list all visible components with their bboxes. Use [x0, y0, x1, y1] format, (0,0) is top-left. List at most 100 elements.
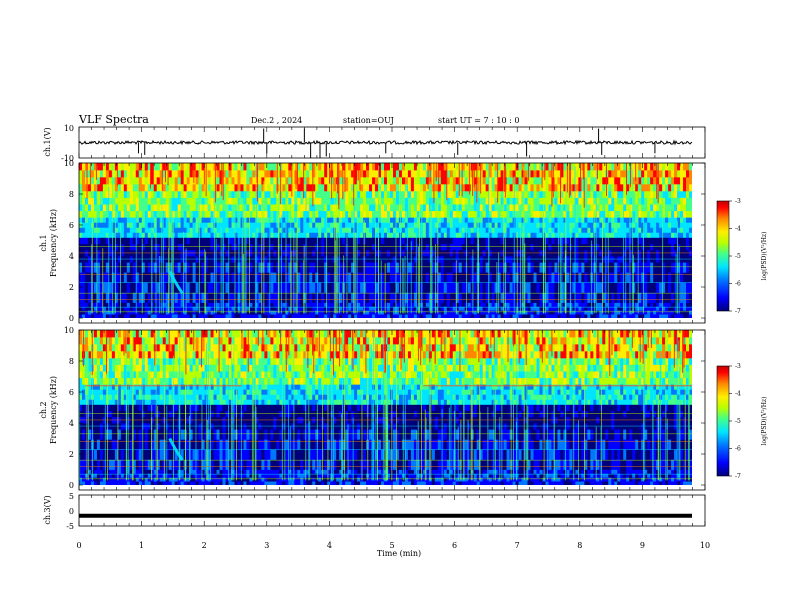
spectrogram-cell [428, 190, 433, 198]
spectrogram-cell [102, 262, 107, 273]
spectrogram-cell [153, 292, 158, 303]
spectrogram-cell [351, 176, 355, 185]
spectrogram-cell [584, 210, 588, 218]
spectrogram-cell [467, 310, 472, 315]
spectrogram-cell [234, 227, 238, 233]
spectrogram-cell [473, 306, 478, 311]
spectrogram-cell [614, 222, 618, 228]
spectrogram-cell [656, 292, 660, 303]
spectrogram-cell [297, 227, 301, 233]
spectrogram-cell [108, 282, 113, 293]
spectrogram-cell [620, 310, 624, 315]
spectrogram-cell [129, 210, 134, 218]
spectrogram-cell [351, 292, 355, 303]
spectrogram-cell [114, 204, 119, 212]
spectrogram-cell [216, 169, 220, 178]
spectrogram-cell [416, 314, 421, 318]
spectrogram-cell [527, 227, 531, 233]
spectrogram-cell [455, 210, 460, 218]
spectrogram-cell [566, 227, 570, 233]
spectrogram-cell [114, 232, 119, 238]
spectrogram-cell [195, 210, 200, 218]
spectrogram-cell [111, 306, 116, 311]
spectrogram-cell [644, 310, 648, 315]
spectrogram-cell [369, 190, 373, 198]
spectrogram-cell [509, 292, 513, 303]
spectrogram-cell [114, 272, 119, 283]
spectrogram-cell [267, 232, 271, 238]
spectrogram-cell [105, 217, 110, 223]
spectrogram-cell [387, 210, 391, 218]
spectrogram-cell [569, 183, 573, 192]
spectrogram-cell [416, 222, 421, 228]
spectrogram-cell [327, 292, 331, 303]
spectrogram-cell [138, 222, 143, 228]
spectrogram-cell [210, 163, 214, 171]
spectrogram-cell [372, 169, 376, 178]
spectrogram-cell [99, 232, 104, 238]
spectrogram-cell [108, 176, 113, 185]
spectrogram-cell [114, 262, 119, 273]
spectrogram-cell [339, 190, 343, 198]
spectrogram-cell [638, 183, 642, 192]
spectrogram-cell [614, 302, 618, 307]
spectrogram-cell [533, 282, 537, 293]
spectrogram-cell [548, 163, 552, 171]
spectrogram-cell [596, 163, 600, 171]
spectrogram-cell [183, 169, 188, 178]
spectrogram-cell [99, 310, 104, 315]
spectrogram-cell [309, 222, 313, 228]
spectrogram-cell [363, 227, 367, 233]
spectrogram-cell [165, 163, 170, 171]
spectrogram-cell [288, 163, 292, 171]
spectrogram-cell [189, 314, 194, 318]
spectrogram-cell [327, 217, 331, 223]
spectrogram-cell [156, 310, 161, 315]
spectrogram-cell [168, 197, 173, 205]
spectrogram-cell [315, 292, 319, 303]
spectrogram-cell [449, 169, 454, 178]
spectrogram-cell [452, 210, 457, 218]
spectrogram-cell [327, 272, 331, 283]
spectrogram-cell [207, 306, 211, 311]
spectrogram-cell [425, 310, 430, 315]
spectrogram-cell [372, 222, 376, 228]
spectrogram-cell [147, 204, 152, 212]
spectrogram-cell [458, 204, 463, 212]
spectrogram-cell [189, 262, 194, 273]
spectrogram-cell [246, 306, 250, 311]
spectrogram-cell [524, 197, 528, 205]
spectrogram-cell [389, 204, 394, 212]
spectrogram-cell [410, 306, 415, 311]
spectrogram-cell [315, 197, 319, 205]
spectrogram-cell [108, 232, 113, 238]
spectrogram-cell [153, 190, 158, 198]
spectrogram-cell [144, 310, 149, 315]
spectrogram-cell [605, 197, 609, 205]
spectrogram-cell [81, 197, 86, 205]
spectrogram-cell [282, 222, 286, 228]
spectrogram-cell [647, 210, 651, 218]
spectrogram-cell [506, 176, 510, 185]
spectrogram-cell [240, 183, 244, 192]
spectrogram-cell [234, 232, 238, 238]
spectrogram-cell [294, 204, 298, 212]
spectrogram-cell [378, 204, 382, 212]
spectrogram-cell [240, 197, 244, 205]
spectrogram-cell [647, 204, 651, 212]
spectrogram-cell [680, 272, 684, 283]
spectrogram-cell [452, 310, 457, 315]
spectrogram-cell [342, 197, 346, 205]
spectrogram-cell [641, 190, 645, 198]
spectrogram-cell [461, 210, 466, 218]
spectrogram-cell [387, 262, 391, 273]
spectrogram-cell [473, 232, 478, 238]
spectrogram-cell [216, 183, 220, 192]
spectrogram-cell [470, 217, 475, 223]
spectrogram-cell [378, 310, 382, 315]
spectrogram-cell [509, 197, 513, 205]
spectrogram-cell [195, 217, 200, 223]
spectrogram-cell [111, 262, 116, 273]
spectrogram-cell [156, 197, 161, 205]
spectrogram-cell [300, 217, 304, 223]
